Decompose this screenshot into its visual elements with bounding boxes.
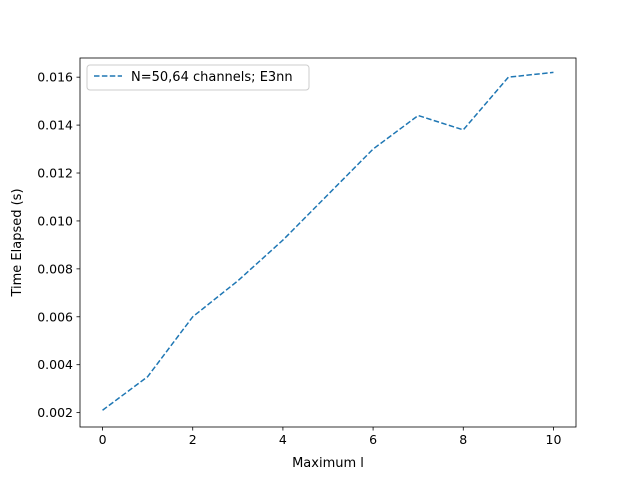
x-axis-title: Maximum l [292, 456, 364, 471]
x-tick-label: 8 [459, 432, 467, 447]
y-tick-label: 0.016 [37, 70, 73, 85]
legend-box [86, 64, 310, 91]
y-tick-label: 0.006 [37, 309, 73, 324]
y-tick-label: 0.012 [37, 166, 73, 181]
x-tick-label: 4 [279, 432, 287, 447]
x-tick-label: 6 [369, 432, 377, 447]
legend: N=50,64 channels; E3nn [86, 64, 310, 91]
series-line-0 [102, 71, 554, 411]
plot-area [79, 57, 577, 428]
y-tick-label: 0.002 [37, 405, 73, 420]
y-axis-title: Time Elapsed (s) [10, 188, 25, 297]
legend-label: N=50,64 channels; E3nn [131, 70, 293, 85]
axes-frame [79, 57, 577, 428]
y-tick-label: 0.014 [37, 118, 73, 133]
x-tick-label: 10 [546, 432, 562, 447]
y-axis: 0.002 0.004 0.006 0.008 0.010 0.012 0.014 0.016 [37, 70, 80, 420]
x-tick-label: 0 [99, 432, 107, 447]
x-axis: 0 2 4 6 8 10 [99, 427, 562, 447]
series-layer [102, 71, 554, 411]
y-tick-label: 0.004 [37, 357, 73, 372]
x-tick-label: 2 [189, 432, 197, 447]
y-tick-label: 0.010 [37, 213, 73, 228]
y-tick-label: 0.008 [37, 261, 73, 276]
